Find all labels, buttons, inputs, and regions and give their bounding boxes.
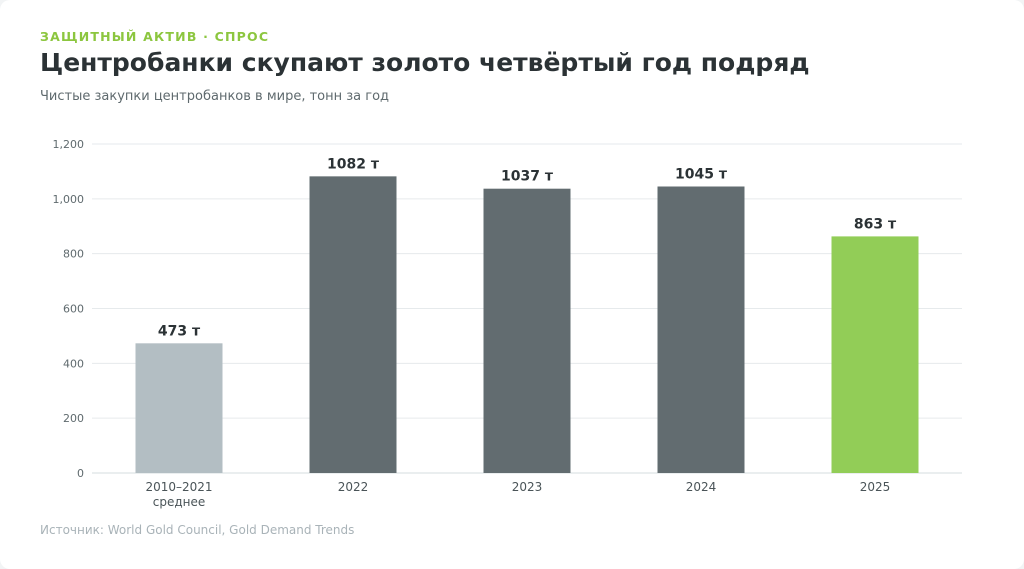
y-tick-label: 600	[63, 303, 84, 316]
x-tick-label: 2025	[860, 480, 891, 494]
x-tick-label: 2010–2021	[145, 480, 212, 494]
chart-title: Центробанки скупают золото четвёртый год…	[40, 48, 810, 77]
bar	[657, 186, 745, 473]
data-label: 863 т	[854, 216, 897, 232]
y-tick-label: 1,000	[53, 193, 85, 206]
x-tick-label: 2024	[686, 480, 717, 494]
y-tick-label: 200	[63, 412, 84, 425]
data-label: 1082 т	[327, 156, 380, 172]
x-tick-label: 2023	[512, 480, 543, 494]
bar	[831, 236, 919, 473]
x-tick-label: среднее	[153, 495, 206, 509]
kicker-label: ЗАЩИТНЫЙ АКТИВ · СПРОС	[40, 29, 270, 44]
y-tick-label: 1,200	[53, 138, 85, 151]
bar	[309, 176, 397, 473]
bar	[135, 343, 223, 473]
y-tick-label: 0	[77, 467, 84, 480]
y-tick-label: 800	[63, 248, 84, 261]
source-note: Источник: World Gold Council, Gold Deman…	[40, 523, 355, 537]
bar	[483, 188, 571, 474]
data-label: 1037 т	[501, 169, 554, 185]
data-label: 1045 т	[675, 166, 728, 182]
y-tick-label: 400	[63, 357, 84, 370]
chart-subtitle: Чистые закупки центробанков в мире, тонн…	[40, 89, 390, 104]
data-label: 473 т	[158, 323, 201, 339]
x-tick-label: 2022	[338, 480, 369, 494]
